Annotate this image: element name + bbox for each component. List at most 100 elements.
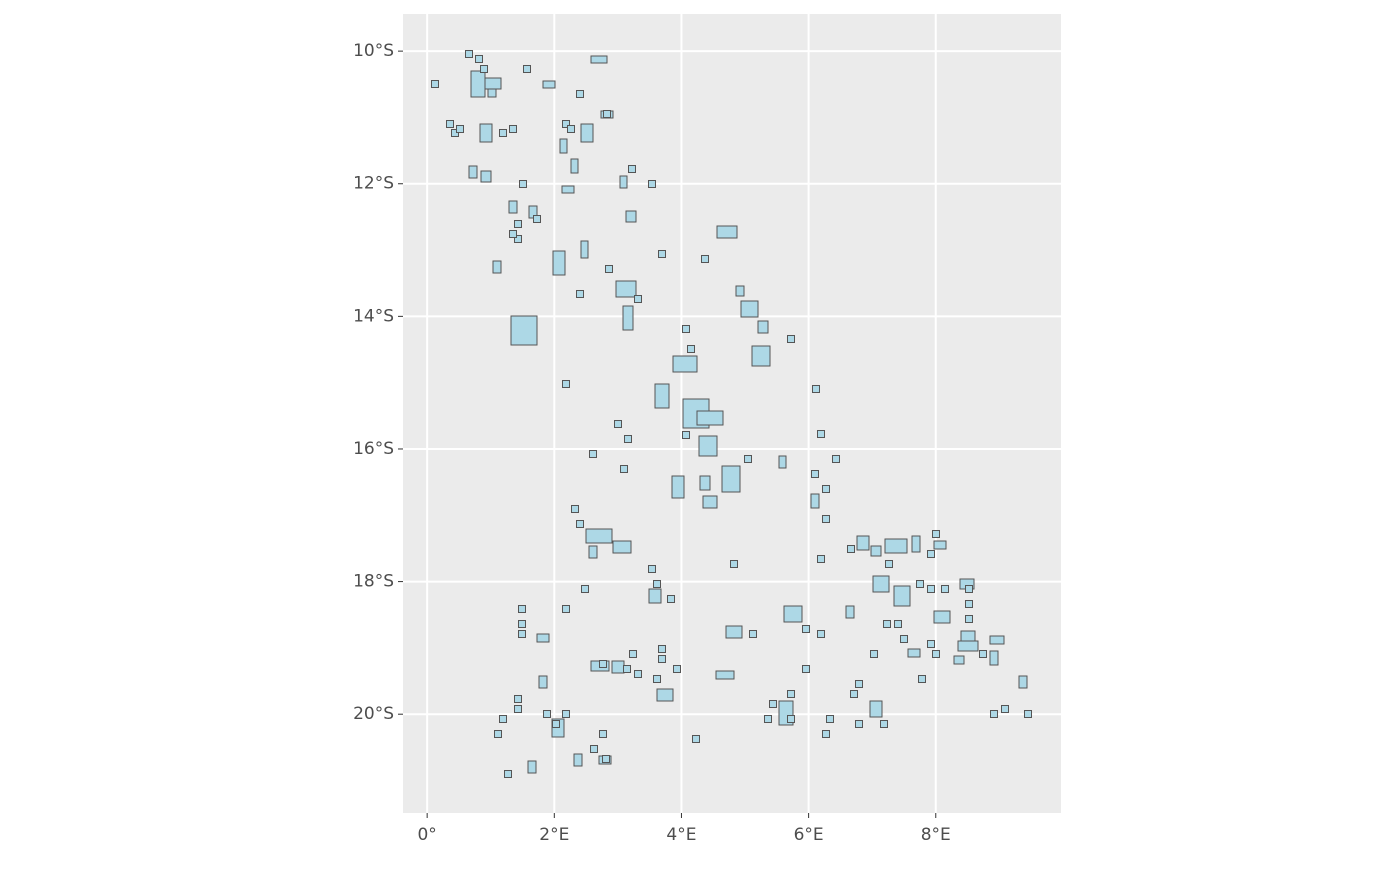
region <box>536 633 550 643</box>
region <box>562 120 570 128</box>
region <box>811 470 819 478</box>
region <box>518 605 526 613</box>
region <box>884 538 908 554</box>
region <box>701 255 709 263</box>
region <box>907 648 921 658</box>
region <box>585 528 613 544</box>
region <box>623 665 631 673</box>
y-tick-label: 14°S <box>353 306 394 326</box>
region <box>927 585 935 593</box>
region <box>687 345 695 353</box>
region <box>561 185 575 194</box>
region <box>628 165 636 173</box>
x-tick-label: 8°E <box>921 825 951 845</box>
region <box>957 640 979 652</box>
region <box>611 660 625 674</box>
region <box>504 770 512 778</box>
region <box>822 730 830 738</box>
region <box>658 645 666 653</box>
region <box>602 755 610 763</box>
region <box>590 745 598 753</box>
region <box>510 315 538 346</box>
region <box>979 650 987 658</box>
region <box>822 485 830 493</box>
region <box>567 125 575 133</box>
region <box>562 380 570 388</box>
region <box>653 675 661 683</box>
region <box>648 565 656 573</box>
region <box>514 235 522 243</box>
region <box>757 320 769 334</box>
region <box>431 80 439 88</box>
region <box>826 715 834 723</box>
y-tick-label: 20°S <box>353 704 394 724</box>
region <box>817 430 825 438</box>
region <box>817 630 825 638</box>
region <box>508 200 518 214</box>
panel <box>403 14 1061 813</box>
region <box>682 431 690 439</box>
region <box>533 215 541 223</box>
region <box>817 555 825 563</box>
region <box>869 700 883 718</box>
region <box>933 540 947 550</box>
region <box>916 580 924 588</box>
region <box>480 170 492 183</box>
region <box>787 715 795 723</box>
region <box>1024 710 1032 718</box>
region <box>562 605 570 613</box>
region <box>802 625 810 633</box>
region <box>671 475 685 499</box>
region <box>893 585 911 607</box>
region <box>1001 705 1009 713</box>
region <box>519 180 527 188</box>
region <box>518 620 526 628</box>
region <box>492 260 502 274</box>
region <box>856 535 870 551</box>
region <box>605 265 613 273</box>
region <box>603 110 611 118</box>
region <box>656 688 674 702</box>
region <box>989 650 999 666</box>
region <box>622 305 634 331</box>
region <box>576 290 584 298</box>
region <box>620 465 628 473</box>
region <box>581 585 589 593</box>
region <box>538 675 548 689</box>
region <box>872 575 890 593</box>
region <box>509 230 517 238</box>
region <box>990 710 998 718</box>
region <box>527 760 537 774</box>
region <box>810 493 820 509</box>
y-tick-label: 10°S <box>353 41 394 61</box>
region <box>588 545 598 559</box>
region <box>716 225 738 239</box>
region <box>590 55 608 64</box>
region <box>562 710 570 718</box>
region <box>699 475 711 491</box>
region <box>751 345 771 367</box>
region <box>484 77 502 90</box>
y-tick-label: 18°S <box>353 572 394 592</box>
region <box>802 665 810 673</box>
region <box>514 705 522 713</box>
region <box>667 595 675 603</box>
region <box>494 730 502 738</box>
region <box>965 585 973 593</box>
region <box>715 670 735 680</box>
region <box>570 158 579 174</box>
x-tick-label: 0° <box>417 825 436 845</box>
x-tick-label: 2°E <box>539 825 569 845</box>
region <box>576 520 584 528</box>
region <box>615 280 637 298</box>
region <box>634 295 642 303</box>
region <box>965 615 973 623</box>
region <box>698 435 718 457</box>
region <box>696 410 724 426</box>
region <box>499 129 507 137</box>
region <box>518 630 526 638</box>
region <box>894 620 902 628</box>
region <box>682 325 690 333</box>
region <box>589 450 597 458</box>
